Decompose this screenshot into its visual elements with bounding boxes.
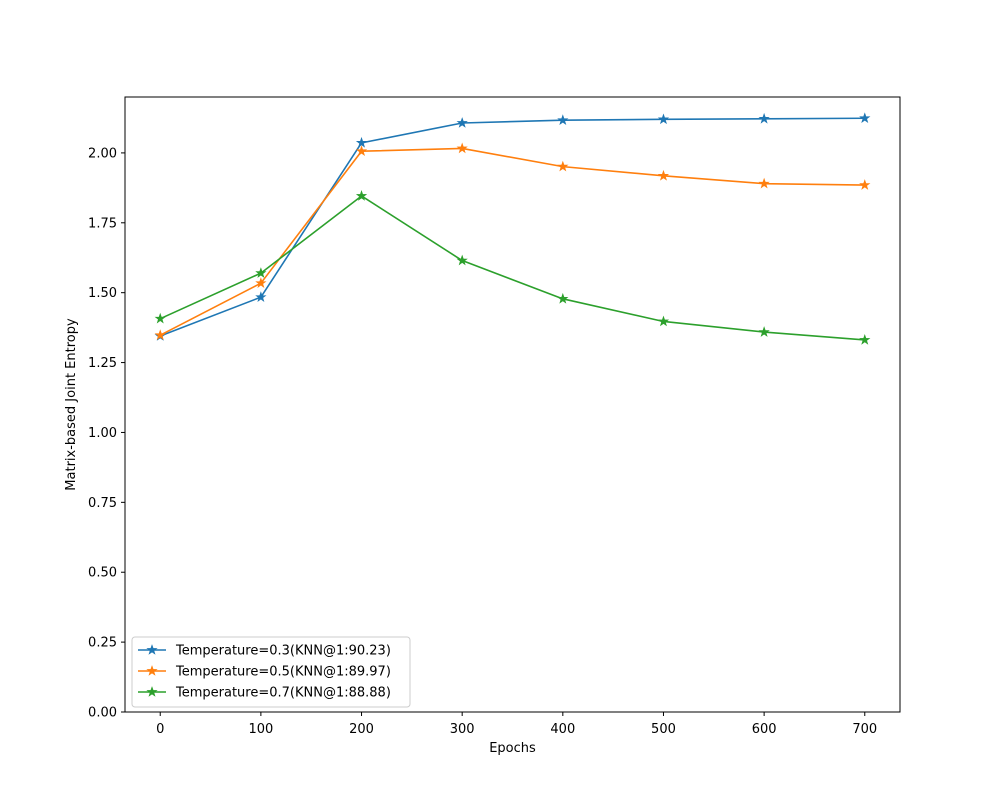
- data-point: [557, 114, 569, 125]
- x-axis-label: Epochs: [489, 741, 536, 756]
- x-tick-label: 400: [550, 722, 575, 737]
- x-tick-label: 700: [852, 722, 877, 737]
- y-tick-label: 1.00: [88, 426, 117, 441]
- y-tick-label: 0.50: [88, 566, 117, 581]
- y-tick-label: 0.00: [88, 706, 117, 721]
- legend: Temperature=0.3(KNN@1:90.23) Temperature=…: [131, 636, 411, 708]
- legend-entry: Temperature=0.5(KNN@1:89.97): [138, 665, 391, 680]
- data-point: [255, 291, 267, 302]
- data-point: [758, 112, 770, 124]
- legend-swatch-marker: [146, 644, 158, 655]
- data-point: [255, 277, 267, 288]
- series-3: [154, 190, 871, 345]
- x-tick-label: 100: [248, 722, 273, 737]
- legend-swatch-marker: [146, 665, 158, 676]
- y-tick-label: 0.25: [88, 636, 117, 651]
- data-point: [255, 267, 267, 278]
- series-line: [159, 117, 865, 337]
- x-tick-label: 300: [450, 722, 475, 737]
- x-tick-label: 0: [156, 722, 164, 737]
- legend-label: Temperature=0.3(KNN@1:90.23): [175, 644, 391, 659]
- y-tick-label: 1.50: [88, 286, 117, 301]
- legend-label: Temperature=0.5(KNN@1:89.97): [175, 665, 391, 680]
- data-point: [657, 113, 670, 125]
- data-point: [859, 179, 871, 190]
- y-tick-label: 1.75: [88, 216, 117, 231]
- data-point: [456, 117, 468, 128]
- data-point: [859, 112, 871, 124]
- data-point: [657, 169, 670, 181]
- data-point: [557, 292, 569, 304]
- legend-entry: Temperature=0.3(KNN@1:90.23): [138, 644, 391, 659]
- x-tick-label: 600: [752, 722, 777, 737]
- data-point: [355, 136, 368, 148]
- legend-label: Temperature=0.7(KNN@1:88.88): [175, 686, 391, 701]
- y-tick-label: 2.00: [88, 146, 117, 161]
- x-axis: 0 100 200 300 400 500 600 700: [156, 712, 877, 737]
- data-point: [758, 177, 770, 189]
- data-point: [657, 315, 670, 327]
- data-point: [154, 329, 166, 340]
- plot-area: [154, 112, 871, 345]
- data-point: [557, 160, 569, 172]
- y-tick-label: 0.75: [88, 496, 117, 511]
- data-point: [859, 334, 871, 345]
- data-point: [758, 326, 770, 337]
- data-point: [355, 190, 368, 201]
- y-tick-label: 1.25: [88, 356, 117, 371]
- x-tick-label: 200: [349, 722, 374, 737]
- y-axis: 0.00 0.25 0.50 0.75 1.00 1.25 1.50 1.75 2.00: [88, 146, 125, 721]
- data-point: [355, 145, 368, 157]
- legend-swatch-marker: [146, 686, 158, 697]
- x-tick-label: 500: [651, 722, 676, 737]
- legend-entry: Temperature=0.7(KNN@1:88.88): [138, 686, 391, 701]
- data-point: [154, 312, 166, 324]
- data-point: [456, 142, 468, 154]
- series-line: [159, 195, 865, 341]
- plot-frame: [124, 96, 901, 713]
- y-axis-label: Matrix-based Joint Entropy: [64, 318, 79, 491]
- data-point: [456, 254, 468, 266]
- legend-box: [131, 636, 411, 708]
